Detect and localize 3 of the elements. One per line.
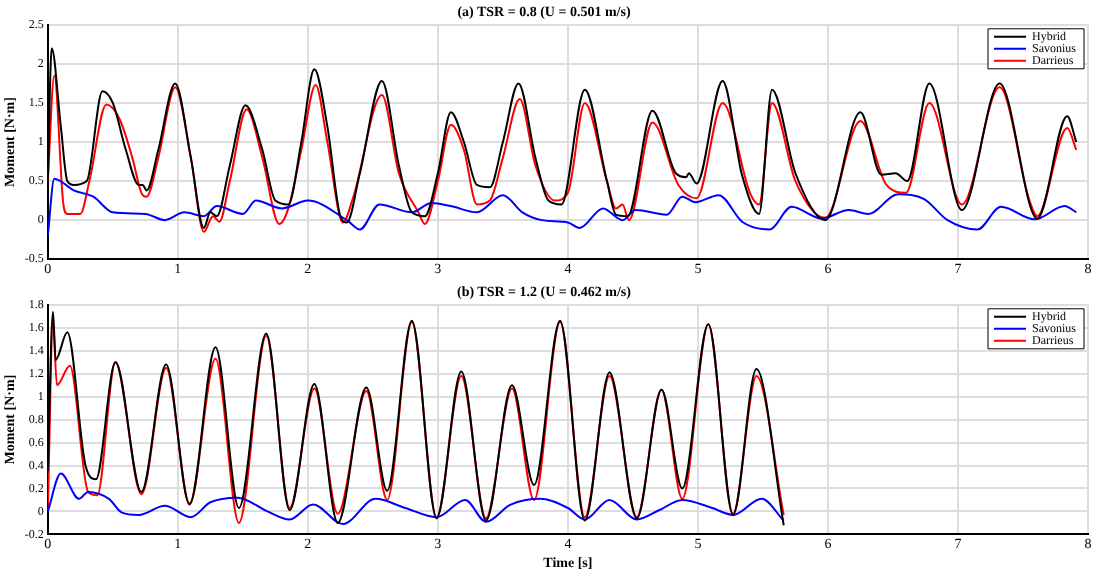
line-series [47,177,1078,237]
line-series [47,472,785,526]
line-series [47,74,1078,233]
